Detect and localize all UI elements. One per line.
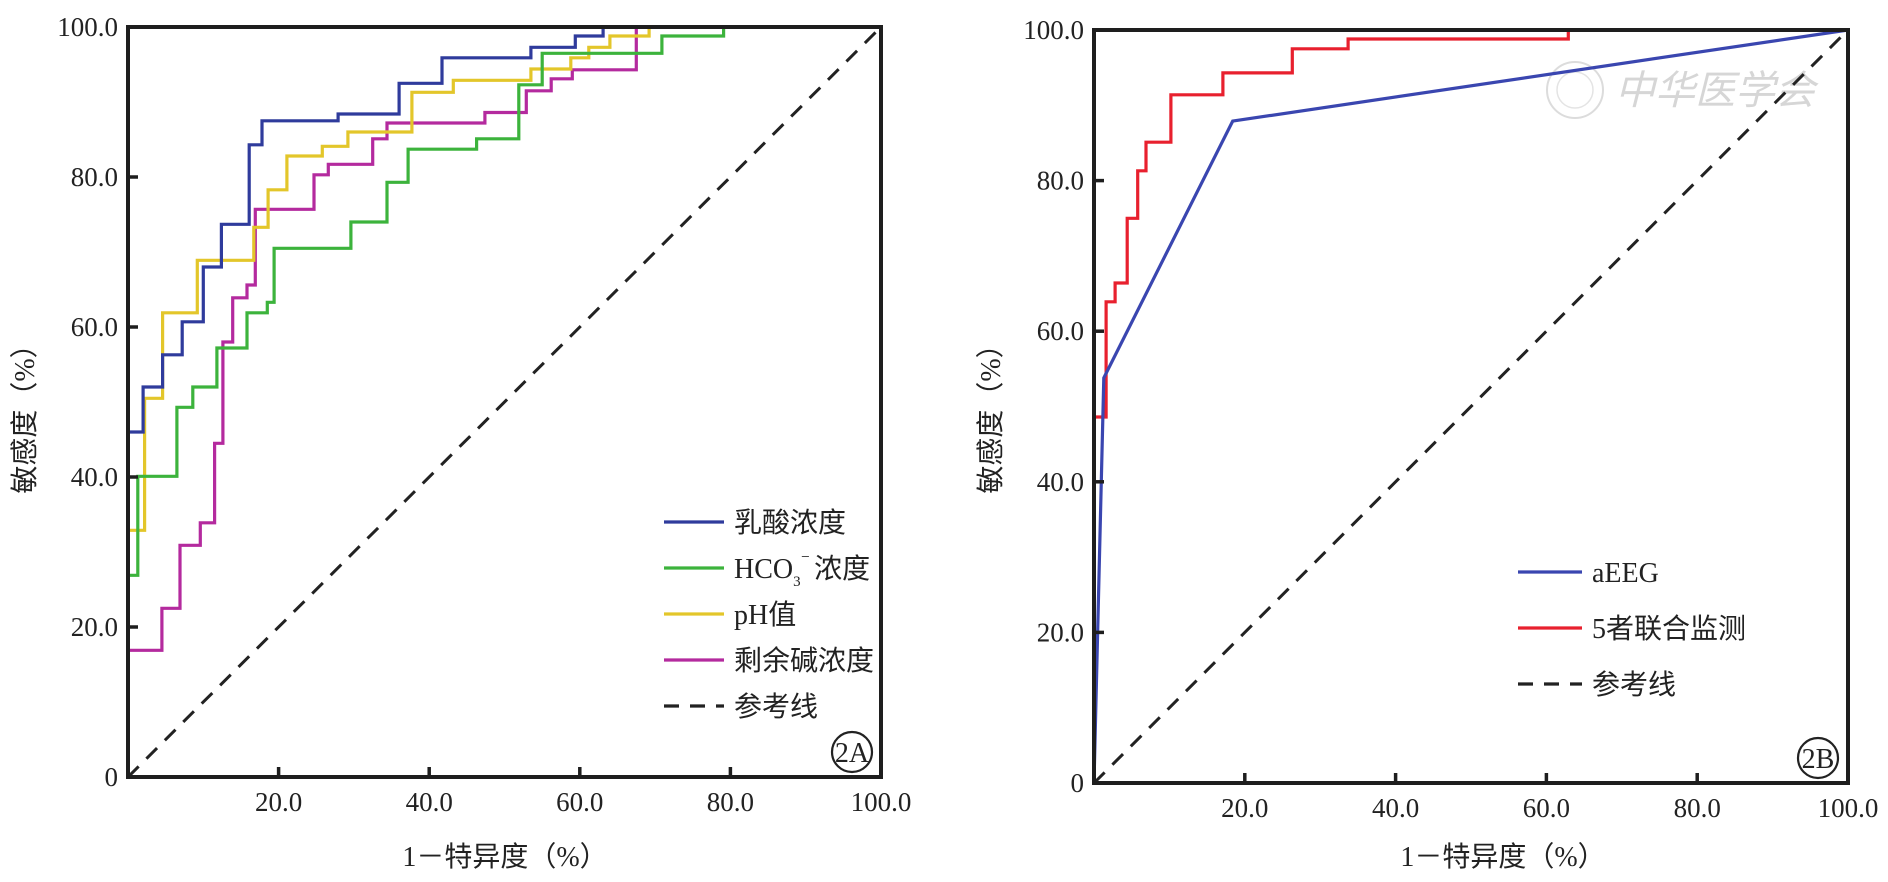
legend-item: HCO3⁻ 浓度 — [664, 550, 870, 590]
ticks-2a: 20.0 40.0 60.0 80.0 100.0 0 20.0 40.0 60.0 80.0 10… — [57, 12, 911, 817]
x-tick-label: 40.0 — [1372, 793, 1419, 823]
series-line-reference — [126, 25, 883, 779]
y-tick-label: 0 — [105, 762, 119, 792]
legend-label: 5者联合监测 — [1592, 613, 1746, 645]
curves-2b — [1092, 28, 1850, 785]
legend-label: aEEG — [1592, 558, 1659, 589]
x-tick-label: 40.0 — [406, 787, 453, 817]
legend-item: 参考线 — [1518, 669, 1676, 701]
y-tick-label: 40.0 — [71, 462, 118, 492]
y-tick-label: 20.0 — [1037, 617, 1084, 647]
panel-tag-label: 2A — [835, 738, 870, 769]
series-line-reference — [1092, 28, 1850, 785]
series-line-2 — [126, 25, 881, 777]
plot-frame — [1092, 28, 1850, 785]
x-axis-title-2a: 1－特异度（%） — [402, 841, 607, 873]
legend-item: pH值 — [664, 599, 796, 631]
axes-2a — [126, 25, 883, 779]
panel-tag-label: 2B — [1802, 744, 1835, 775]
curves-2a — [126, 25, 883, 779]
legend-label: HCO3⁻ 浓度 — [734, 550, 870, 590]
series-line-4 — [126, 25, 881, 777]
panel-tag-2a: 2A — [830, 730, 874, 774]
y-tick-label: 100.0 — [57, 12, 118, 42]
series-line-2 — [1094, 30, 1570, 419]
watermark-seal-icon — [1546, 61, 1604, 119]
y-tick-label: 40.0 — [1037, 467, 1084, 497]
legend-item: 参考线 — [664, 691, 818, 723]
legend-label: pH值 — [734, 599, 796, 631]
y-tick-label: 60.0 — [1037, 316, 1084, 346]
x-tick-label: 20.0 — [255, 787, 302, 817]
legend-item: 5者联合监测 — [1518, 613, 1746, 645]
y-tick-label: 80.0 — [71, 162, 118, 192]
y-tick-label: 80.0 — [1037, 166, 1084, 196]
y-tick-label: 0 — [1071, 768, 1085, 798]
x-tick-label: 60.0 — [556, 787, 603, 817]
x-tick-label: 80.0 — [1674, 793, 1721, 823]
series-line-1 — [126, 25, 881, 777]
ticks-2b: 20.0 40.0 60.0 80.0 100.0 0 20.0 40.0 60.0 80.0 10… — [1023, 15, 1878, 823]
y-axis-title-2a: 敏感度（%） — [9, 330, 41, 493]
series-line-1 — [1092, 28, 1849, 784]
watermark: 中华医学会 — [1546, 61, 1819, 119]
legend-label: 参考线 — [1592, 669, 1676, 701]
legend-item: 剩余碱浓度 — [664, 645, 874, 677]
watermark-text: 中华医学会 — [1615, 68, 1819, 113]
y-axis-title-2b: 敏感度（%） — [975, 330, 1007, 493]
legend-label: 参考线 — [734, 691, 818, 723]
legend-label: 乳酸浓度 — [734, 507, 846, 539]
axes-2b — [1092, 28, 1850, 785]
x-tick-label: 20.0 — [1221, 793, 1268, 823]
panel-tag-circle — [1796, 736, 1840, 780]
roc-panel-2a: 20.0 40.0 60.0 80.0 100.0 0 20.0 40.0 60.0 80.0 10… — [9, 12, 911, 873]
legend-item: 乳酸浓度 — [664, 507, 846, 539]
legend-item: aEEG — [1518, 558, 1659, 589]
x-tick-label: 100.0 — [1818, 793, 1879, 823]
panel-tag-2b: 2B — [1796, 736, 1840, 780]
y-tick-label: 100.0 — [1023, 15, 1084, 45]
x-tick-label: 80.0 — [707, 787, 754, 817]
y-tick-label: 20.0 — [71, 612, 118, 642]
legend-label: 剩余碱浓度 — [734, 645, 874, 677]
panel-tag-circle — [830, 730, 874, 774]
watermark-seal-inner — [1556, 71, 1594, 109]
y-tick-label: 60.0 — [71, 312, 118, 342]
plot-frame — [126, 25, 883, 779]
x-tick-label: 60.0 — [1523, 793, 1570, 823]
series-line-3 — [126, 25, 881, 777]
x-tick-label: 100.0 — [851, 787, 912, 817]
x-axis-title-2b: 1－特异度（%） — [1400, 841, 1605, 873]
roc-panel-2b: 中华医学会 20.0 40.0 60.0 80.0 100.0 0 20.0 40.0 60.0… — [975, 15, 1878, 873]
